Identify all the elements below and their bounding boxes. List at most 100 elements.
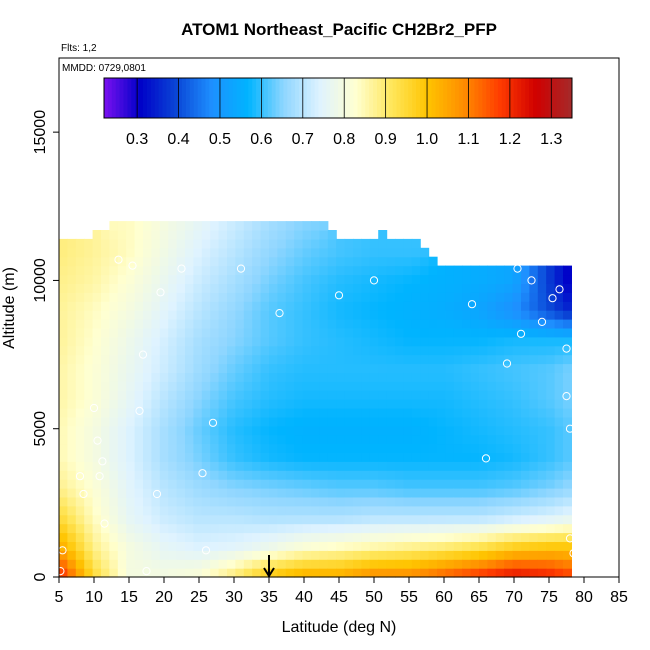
heatmap-cell [437, 408, 446, 418]
heatmap-cell [117, 479, 127, 489]
colorbar-segment [295, 78, 300, 118]
heatmap-cell [168, 238, 178, 249]
heatmap-cell [487, 408, 497, 418]
heatmap-cell [235, 461, 245, 471]
heatmap-cell [361, 523, 371, 534]
heatmap-cell [269, 247, 278, 258]
heatmap-cell [227, 381, 236, 391]
heatmap-cell [336, 265, 346, 276]
heatmap-cell [252, 247, 262, 258]
heatmap-cell [369, 514, 379, 525]
heatmap-cell [159, 505, 169, 516]
heatmap-cell [537, 479, 547, 489]
heatmap-cell [243, 443, 253, 453]
heatmap-cell [504, 416, 514, 427]
heatmap-cell [277, 416, 287, 427]
heatmap-cell [151, 514, 161, 525]
heatmap-cell [134, 523, 144, 534]
heatmap-cell [302, 416, 312, 427]
heatmap-cell [235, 283, 245, 293]
heatmap-cell [185, 230, 194, 240]
heatmap-cell [311, 292, 320, 302]
heatmap-cell [462, 532, 472, 542]
heatmap-cell [378, 363, 388, 373]
heatmap-cell [445, 327, 455, 338]
heatmap-cell [75, 319, 85, 329]
heatmap-cell [336, 443, 346, 453]
heatmap-cell [210, 559, 220, 569]
heatmap-cell [369, 470, 379, 480]
heatmap-cell [294, 532, 304, 542]
heatmap-cell [168, 265, 178, 276]
heatmap-cell [311, 416, 320, 427]
heatmap-cell [344, 327, 354, 338]
heatmap-cell [134, 274, 144, 284]
heatmap-cell [252, 274, 262, 284]
heatmap-cell [361, 265, 371, 276]
heatmap-cell [84, 345, 94, 356]
heatmap-cell [336, 381, 346, 391]
heatmap-cell [521, 559, 530, 569]
colorbar-segment [423, 78, 429, 118]
heatmap-cell [269, 310, 278, 320]
heatmap-cell [218, 408, 228, 418]
heatmap-cell [420, 399, 430, 409]
x-tick-label: 45 [330, 589, 348, 606]
colorbar-tick-label: 0.7 [292, 131, 314, 148]
heatmap-cell [134, 381, 144, 391]
heatmap-cell [243, 470, 253, 480]
colorbar-segment [455, 78, 460, 118]
heatmap-cell [302, 292, 312, 302]
heatmap-cell [59, 256, 68, 267]
heatmap-cell [143, 514, 152, 525]
observation-point [572, 472, 582, 481]
heatmap-cell [537, 416, 547, 427]
heatmap-cell [378, 274, 388, 284]
heatmap-cell [403, 416, 413, 427]
heatmap-cell [201, 230, 211, 240]
heatmap-cell [403, 354, 413, 365]
heatmap-cell [168, 345, 178, 356]
heatmap-cell [495, 532, 505, 542]
heatmap-cell [252, 559, 262, 569]
heatmap-cell [563, 363, 572, 373]
heatmap-cell [75, 479, 85, 489]
heatmap-cell [243, 221, 253, 231]
heatmap-cell [277, 256, 287, 267]
heatmap-cell [109, 425, 119, 436]
heatmap-cell [101, 550, 110, 560]
heatmap-cell [529, 345, 539, 356]
heatmap-cell [185, 354, 194, 365]
heatmap-cell [479, 301, 488, 311]
heatmap-cell [361, 283, 371, 293]
heatmap-cell [176, 559, 186, 569]
heatmap-cell [143, 434, 152, 445]
heatmap-cell [193, 541, 203, 551]
heatmap-cell [495, 434, 505, 445]
heatmap-cell [512, 310, 522, 320]
heatmap-cell [537, 390, 547, 400]
heatmap-cell [227, 416, 236, 427]
heatmap-cell [159, 238, 169, 249]
heatmap-cell [277, 345, 287, 356]
heatmap-cell [218, 363, 228, 373]
heatmap-cell [159, 274, 169, 284]
heatmap-cell [353, 559, 362, 569]
heatmap-cell [285, 363, 295, 373]
heatmap-cell [59, 310, 68, 320]
heatmap-cell [361, 319, 371, 329]
heatmap-cell [487, 292, 497, 302]
heatmap-cell [311, 550, 320, 560]
heatmap-cell [344, 496, 354, 507]
heatmap-cell [151, 319, 161, 329]
heatmap-cell [302, 443, 312, 453]
heatmap-cell [67, 238, 77, 249]
heatmap-cell [344, 434, 354, 445]
heatmap-cell [243, 238, 253, 249]
heatmap-cell [554, 408, 564, 418]
heatmap-cell [395, 541, 404, 551]
heatmap-cell [537, 496, 547, 507]
heatmap-cell [344, 443, 354, 453]
heatmap-cell [353, 265, 362, 276]
